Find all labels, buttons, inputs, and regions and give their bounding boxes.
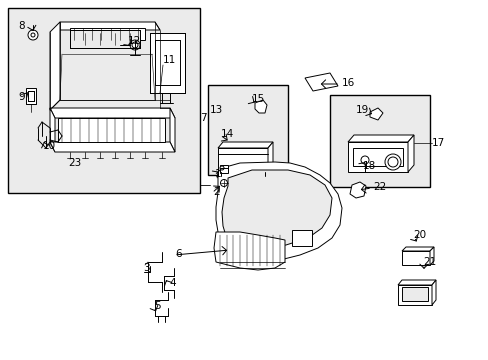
Polygon shape <box>397 285 431 305</box>
Text: 23: 23 <box>68 158 81 168</box>
Polygon shape <box>407 135 413 172</box>
Circle shape <box>28 30 38 40</box>
Text: 14: 14 <box>221 129 234 139</box>
Polygon shape <box>254 100 266 113</box>
Circle shape <box>220 180 227 186</box>
Text: 1: 1 <box>215 169 221 179</box>
Text: 21: 21 <box>422 257 435 267</box>
Polygon shape <box>349 182 365 198</box>
Bar <box>8 8 200 193</box>
Text: 17: 17 <box>431 138 445 148</box>
Polygon shape <box>305 73 337 91</box>
Text: 5: 5 <box>154 301 160 311</box>
Bar <box>58 118 164 142</box>
Polygon shape <box>431 280 435 305</box>
Polygon shape <box>60 22 160 30</box>
Text: 6: 6 <box>175 249 181 259</box>
Bar <box>150 33 184 93</box>
Text: 19: 19 <box>355 105 368 115</box>
Text: 2: 2 <box>213 187 219 197</box>
Polygon shape <box>50 142 175 152</box>
Polygon shape <box>50 108 55 152</box>
Circle shape <box>387 157 397 167</box>
Bar <box>28 91 34 101</box>
Circle shape <box>132 42 138 48</box>
Polygon shape <box>218 142 272 148</box>
Text: 9: 9 <box>18 92 24 102</box>
Polygon shape <box>50 22 60 110</box>
Polygon shape <box>214 232 285 270</box>
Polygon shape <box>369 108 382 120</box>
Text: 7: 7 <box>200 113 206 123</box>
Polygon shape <box>218 148 267 172</box>
Bar <box>70 28 145 40</box>
Polygon shape <box>401 247 433 251</box>
Polygon shape <box>401 287 427 301</box>
Polygon shape <box>401 251 429 265</box>
Text: 16: 16 <box>341 78 354 88</box>
Circle shape <box>130 40 140 50</box>
Polygon shape <box>70 30 140 48</box>
Bar <box>220 165 227 173</box>
Text: 4: 4 <box>169 278 175 288</box>
Polygon shape <box>50 108 175 118</box>
Circle shape <box>360 156 368 164</box>
Text: 22: 22 <box>372 182 386 192</box>
Text: 10: 10 <box>43 141 56 151</box>
Polygon shape <box>429 247 433 265</box>
Text: 20: 20 <box>412 230 425 240</box>
Polygon shape <box>347 135 413 142</box>
Circle shape <box>31 33 35 37</box>
Polygon shape <box>347 142 407 172</box>
Polygon shape <box>216 162 341 262</box>
Bar <box>329 95 429 187</box>
Bar <box>207 85 287 175</box>
Bar <box>352 148 402 166</box>
Text: 15: 15 <box>251 94 264 104</box>
Bar <box>26 88 36 104</box>
Text: 11: 11 <box>163 55 176 65</box>
Circle shape <box>384 154 400 170</box>
Polygon shape <box>170 108 175 152</box>
Text: 3: 3 <box>142 263 149 273</box>
Text: 12: 12 <box>128 36 141 46</box>
Bar <box>291 230 311 246</box>
Text: 8: 8 <box>18 21 24 31</box>
Polygon shape <box>397 280 435 285</box>
Text: 18: 18 <box>362 161 375 171</box>
Circle shape <box>220 166 224 170</box>
Text: 13: 13 <box>209 105 223 115</box>
Polygon shape <box>267 142 272 172</box>
Polygon shape <box>222 170 331 248</box>
